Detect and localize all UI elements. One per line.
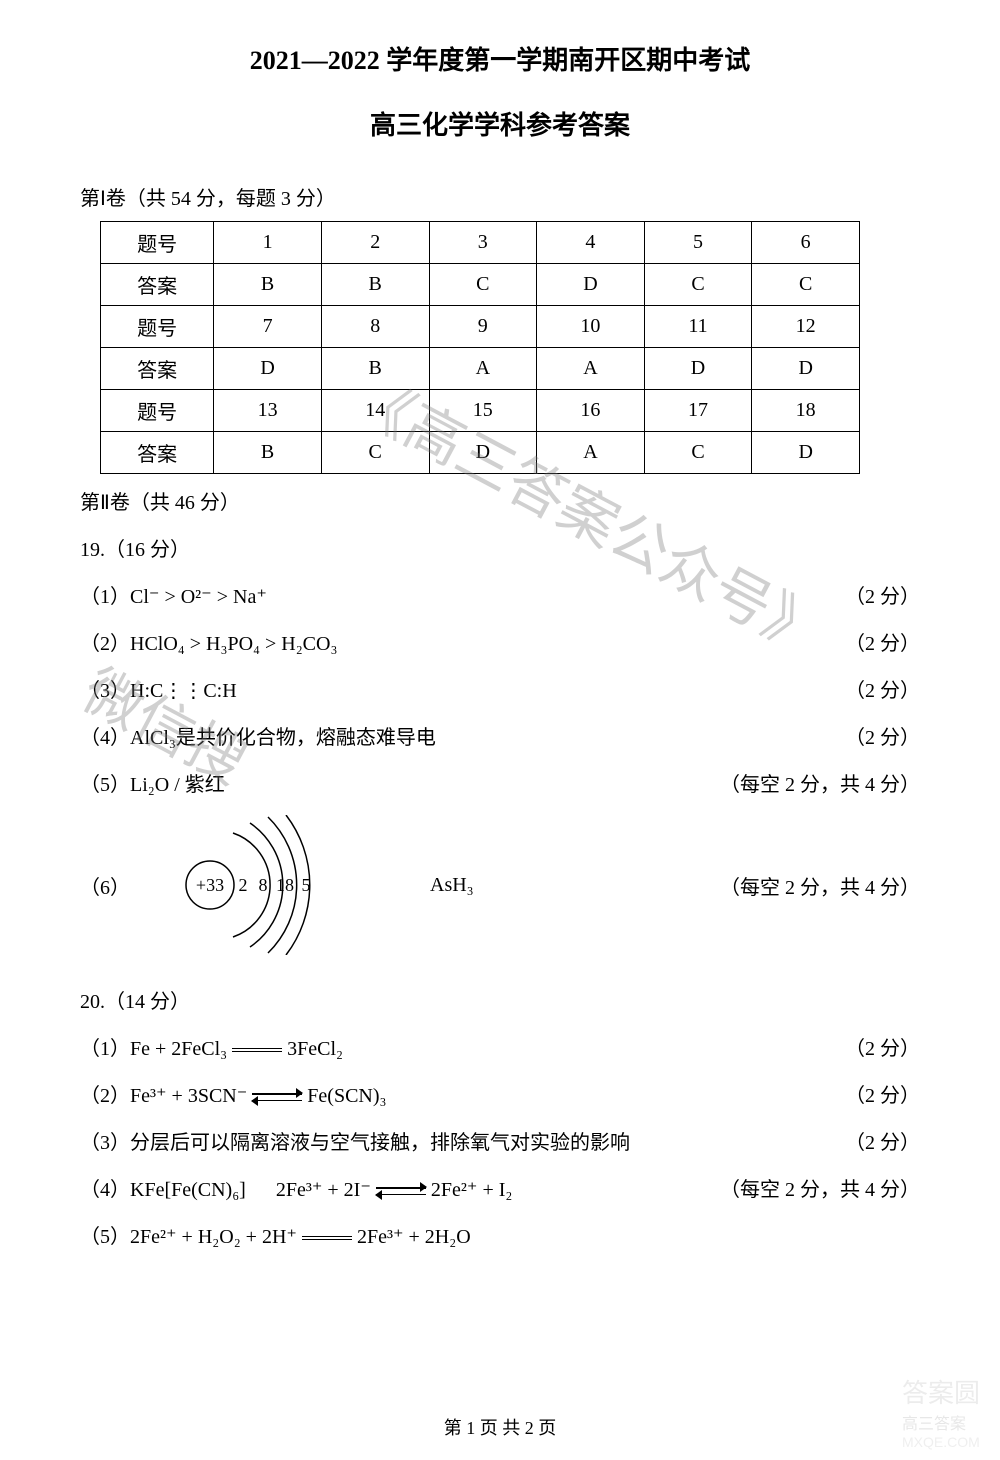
q20-header: 20.（14 分） xyxy=(80,985,920,1014)
q-num: 3 xyxy=(429,222,537,264)
q-ans: B xyxy=(214,264,322,306)
q-ans: C xyxy=(752,264,860,306)
row-label: 答案 xyxy=(101,264,214,306)
q-num: 4 xyxy=(537,222,645,264)
row-label: 答案 xyxy=(101,432,214,474)
section2-label: 第Ⅱ卷（共 46 分） xyxy=(80,486,920,515)
q-ans: C xyxy=(644,264,752,306)
q-ans: B xyxy=(321,264,429,306)
q-ans: D xyxy=(214,348,322,390)
q-num: 7 xyxy=(214,306,322,348)
atom-shell: 2 xyxy=(239,875,248,895)
q20-5: （5）2Fe²⁺ + H₂O₂ + 2H⁺ 2Fe³⁺ + 2H₂O xyxy=(80,1220,900,1249)
q19-header: 19.（16 分） xyxy=(80,533,920,562)
page-footer: 第 1 页 共 2 页 xyxy=(0,1414,1000,1440)
q20-2-score: （2 分） xyxy=(825,1079,920,1108)
q19-4-score: （2 分） xyxy=(825,721,920,750)
q19-4: （4）AlCl₃是共价化合物，熔融态难导电 xyxy=(80,721,825,750)
q-ans: C xyxy=(644,432,752,474)
q19-6-score: （每空 2 分，共 4 分） xyxy=(720,871,920,900)
q-num: 12 xyxy=(752,306,860,348)
q19-6-formula: AsH₃ xyxy=(430,874,474,897)
q-ans: A xyxy=(429,348,537,390)
q-num: 17 xyxy=(644,390,752,432)
row-label: 题号 xyxy=(101,222,214,264)
q-num: 15 xyxy=(429,390,537,432)
answer-table: 题号 1 2 3 4 5 6 答案 B B C D C C 题号 7 8 9 1… xyxy=(100,221,860,474)
q-ans: D xyxy=(429,432,537,474)
q-ans: B xyxy=(214,432,322,474)
q19-5-score: （每空 2 分，共 4 分） xyxy=(700,768,920,797)
row-label: 题号 xyxy=(101,306,214,348)
q-num: 14 xyxy=(321,390,429,432)
q-num: 13 xyxy=(214,390,322,432)
row-label: 答案 xyxy=(101,348,214,390)
q-ans: B xyxy=(321,348,429,390)
q-num: 8 xyxy=(321,306,429,348)
q-num: 9 xyxy=(429,306,537,348)
q20-1-score: （2 分） xyxy=(825,1032,920,1061)
q-ans: A xyxy=(537,432,645,474)
main-title: 2021—2022 学年度第一学期南开区期中考试 xyxy=(80,40,920,77)
q-num: 10 xyxy=(537,306,645,348)
q-ans: A xyxy=(537,348,645,390)
row-label: 题号 xyxy=(101,390,214,432)
q-num: 18 xyxy=(752,390,860,432)
q-ans: C xyxy=(321,432,429,474)
q-ans: C xyxy=(429,264,537,306)
sub-title: 高三化学学科参考答案 xyxy=(80,105,920,142)
q-num: 11 xyxy=(644,306,752,348)
q-ans: D xyxy=(537,264,645,306)
q-num: 6 xyxy=(752,222,860,264)
atom-shell: 8 xyxy=(259,875,268,895)
q19-1: （1）Cl⁻ > O²⁻ > Na⁺ xyxy=(80,580,825,609)
q19-6-prefix: （6） xyxy=(80,871,130,900)
q-ans: D xyxy=(644,348,752,390)
q19-5: （5）Li₂O / 紫红 xyxy=(80,768,700,797)
atom-shell: 18 xyxy=(276,875,294,895)
q-ans: D xyxy=(752,348,860,390)
q20-2: （2）Fe³⁺ + 3SCN⁻ Fe(SCN)₃ xyxy=(80,1079,825,1108)
q19-3-score: （2 分） xyxy=(825,674,920,703)
atom-shell: 5 xyxy=(302,875,311,895)
q19-2: （2）HClO₄ > H₃PO₄ > H₂CO₃ xyxy=(80,627,825,656)
q-num: 5 xyxy=(644,222,752,264)
q20-3: （3）分层后可以隔离溶液与空气接触，排除氧气对实验的影响 xyxy=(80,1126,825,1155)
atom-diagram: +33 2 8 18 5 xyxy=(170,815,390,955)
q20-3-score: （2 分） xyxy=(825,1126,920,1155)
q19-2-score: （2 分） xyxy=(825,627,920,656)
q20-4: （4）KFe[Fe(CN)₆] 2Fe³⁺ + 2I⁻ 2Fe²⁺ + I₂ xyxy=(80,1173,700,1202)
q20-1: （1）Fe + 2FeCl₃ 3FeCl₂ xyxy=(80,1032,825,1061)
q19-1-score: （2 分） xyxy=(825,580,920,609)
q20-4-score: （每空 2 分，共 4 分） xyxy=(700,1173,920,1202)
q-num: 16 xyxy=(537,390,645,432)
atom-center: +33 xyxy=(196,875,224,895)
section1-label: 第Ⅰ卷（共 54 分，每题 3 分） xyxy=(80,182,920,211)
q-num: 1 xyxy=(214,222,322,264)
q-ans: D xyxy=(752,432,860,474)
q-num: 2 xyxy=(321,222,429,264)
q19-3: （3）H:C⋮⋮C:H xyxy=(80,674,825,703)
